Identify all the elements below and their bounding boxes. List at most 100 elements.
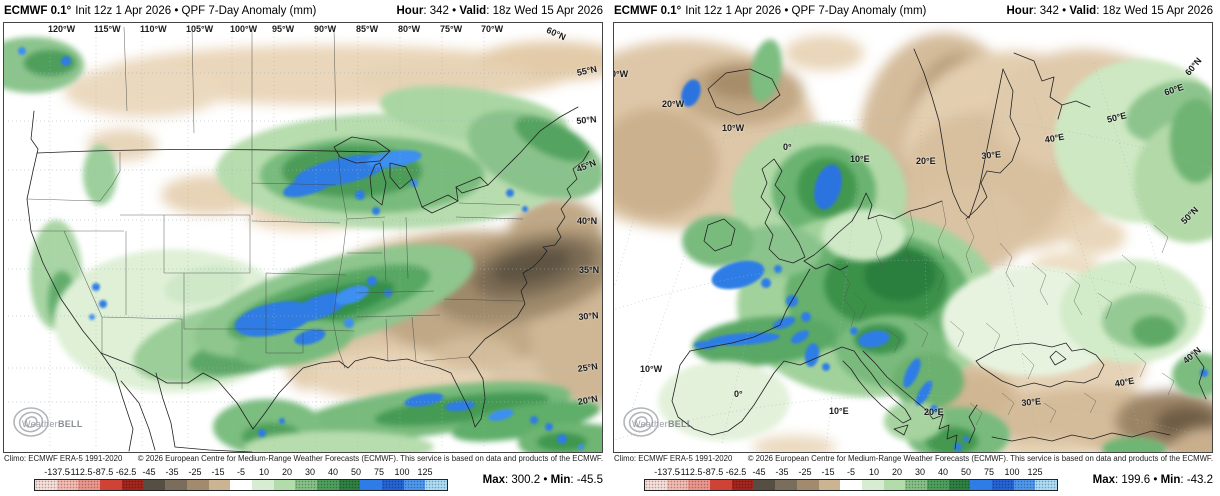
us-borders xyxy=(8,26,600,452)
colorbar-tick: 30 xyxy=(914,467,926,477)
colorbar-tick: -45 xyxy=(752,467,766,477)
sep: • xyxy=(540,474,551,486)
sep: : xyxy=(423,5,430,17)
colorbar-cell xyxy=(666,480,689,490)
colorbar-cell xyxy=(295,480,317,490)
europe-borders xyxy=(614,48,1212,450)
graticule-label: 10°W xyxy=(640,364,663,374)
colorbar-cell xyxy=(208,480,231,490)
colorbar-tick: 40 xyxy=(327,467,339,477)
copyright-note: © 2026 European Centre for Medium-Range … xyxy=(747,454,1213,463)
colorbar-tick: -15 xyxy=(821,467,835,477)
valid-label: Valid xyxy=(459,5,487,17)
min-value: -43.2 xyxy=(1186,474,1213,486)
colorbar-tick: -45 xyxy=(142,467,156,477)
wordmark-light: Weather xyxy=(632,419,668,429)
colorbar-tick: 20 xyxy=(891,467,903,477)
init-info: Init 12z 1 Apr 2026 • QPF 7-Day Anomaly … xyxy=(75,5,317,17)
colorbar-cell xyxy=(360,480,382,490)
valid-value: 18z Wed 15 Apr 2026 xyxy=(1102,5,1213,17)
graticule-label: 20°E xyxy=(924,407,944,417)
colorbar-tick: 30 xyxy=(304,467,316,477)
colorbar-cell xyxy=(35,480,57,490)
graticule-label: 80°W xyxy=(398,24,421,34)
colorbar-cell xyxy=(992,480,1014,490)
colorbar-ticks: -137.5 -112.5 -87.5 -62.5 -45 -35 -25 -15 -5 10 20… xyxy=(34,467,448,478)
colorbar-tick: -112.5 xyxy=(677,467,703,477)
colorbar-tick: 75 xyxy=(373,467,385,477)
sep: • xyxy=(1058,5,1070,17)
us-anomaly-field xyxy=(4,37,602,452)
min-label: Min xyxy=(1160,474,1181,486)
colorbar-cell xyxy=(316,480,339,490)
us-graticule-labels: 120°W 115°W 110°W 105°W 100°W 95°W 90°W 85°W 80°… xyxy=(4,23,602,452)
colorbar-cells xyxy=(644,479,1058,491)
graticule-label: 45°N xyxy=(575,157,598,175)
valid-time: Hour: 342 • Valid: 18z Wed 15 Apr 2026 xyxy=(1007,5,1214,17)
colorbar-cell xyxy=(121,480,144,490)
graticule-label: 60°N xyxy=(1183,55,1204,78)
graticule-label: 105°W xyxy=(186,24,214,34)
weatherbell-wordmark: WeatherBELL xyxy=(632,419,693,429)
colorbar-tick: 10 xyxy=(258,467,270,477)
us-meta-line: Climo: ECMWF ERA-5 1991-2020 © 2026 Euro… xyxy=(4,454,603,463)
wordmark-light: Weather xyxy=(22,419,58,429)
colorbar-tick: -137.5 xyxy=(654,467,680,477)
panel-europe: ECMWF 0.1° Init 12z 1 Apr 2026 • QPF 7-Da… xyxy=(610,0,1220,496)
graticule-label: 10°E xyxy=(850,154,870,164)
colorbar-tick: 125 xyxy=(1027,467,1043,477)
graticule-label: 30°E xyxy=(1021,396,1042,408)
europe-graticule-labels: 30°W 20°W 10°W 0° 10°E 20°E 30°E 40°E 50°E 60°E 60… xyxy=(614,23,1212,452)
colorbar: -137.5 -112.5 -87.5 -62.5 -45 -35 -25 -15 -5 10 20… xyxy=(34,467,448,493)
colorbar-tick: 20 xyxy=(281,467,293,477)
colorbar-cell xyxy=(970,480,992,490)
colorbar-tick: 50 xyxy=(960,467,972,477)
sep: : xyxy=(1180,474,1187,486)
colorbar-tick: -137.5 xyxy=(44,467,70,477)
graticule-label: 60°E xyxy=(1163,81,1185,98)
colorbar-tick: 100 xyxy=(394,467,410,477)
copyright-note: © 2026 European Centre for Medium-Range … xyxy=(137,454,603,463)
colorbar-cell xyxy=(818,480,841,490)
panel-europe-header: ECMWF 0.1° Init 12z 1 Apr 2026 • QPF 7-Da… xyxy=(614,0,1213,22)
graticule-label: 40°N xyxy=(1181,345,1203,366)
wordmark-bold: BELL xyxy=(57,419,83,429)
colorbar-cell xyxy=(100,480,122,490)
graticule-label: 75°W xyxy=(440,24,463,34)
graticule-label: 50°N xyxy=(576,114,597,126)
graticule-label: 40°E xyxy=(1114,375,1136,389)
wordmark-bold: BELL xyxy=(667,419,693,429)
panel-us: ECMWF 0.1° Init 12z 1 Apr 2026 • QPF 7-Da… xyxy=(3,5,603,493)
europe-max-min: Max: 199.6 • Min: -43.2 xyxy=(1093,474,1213,486)
colorbar-cell xyxy=(251,480,274,490)
min-label: Min xyxy=(550,474,571,486)
colorbar-ticks: -137.5 -112.5 -87.5 -62.5 -45 -35 -25 -15 -5 10 20… xyxy=(644,467,1058,478)
graticule-label: 0° xyxy=(783,142,792,152)
colorbar-tick: -35 xyxy=(775,467,789,477)
colorbar-tick: -87.5 xyxy=(702,467,724,477)
colorbar-cell xyxy=(775,480,797,490)
colorbar-tick: 10 xyxy=(868,467,880,477)
colorbar-cell xyxy=(753,480,776,490)
europe-colorbar-row: -137.5 -112.5 -87.5 -62.5 -45 -35 -25 -15 -5 10 20… xyxy=(614,467,1213,496)
hour-value: 342 xyxy=(429,5,449,17)
sep: • xyxy=(448,5,460,17)
model-name: ECMWF 0.1° xyxy=(614,5,682,17)
graticule-label: 30°N xyxy=(578,310,599,322)
weatherbell-swirl-icon xyxy=(623,407,659,437)
graticule-label: 40°E xyxy=(1044,131,1066,145)
graticule-label: 35°N xyxy=(579,265,600,275)
colorbar-tick: 50 xyxy=(350,467,362,477)
colorbar-tick: -87.5 xyxy=(92,467,114,477)
colorbar-cell xyxy=(645,480,667,490)
europe-meta-line: Climo: ECMWF ERA-5 1991-2020 © 2026 Euro… xyxy=(614,454,1213,463)
weatherbell-swirl-icon xyxy=(13,407,49,437)
climo-note: Climo: ECMWF ERA-5 1991-2020 xyxy=(4,454,123,463)
init-info: Init 12z 1 Apr 2026 • QPF 7-Day Anomaly … xyxy=(685,5,927,17)
weatherbell-watermark: WeatherBELL xyxy=(620,400,698,448)
colorbar-tick: 75 xyxy=(983,467,995,477)
graticule-label: 20°W xyxy=(662,99,685,109)
colorbar-tick: -62.5 xyxy=(115,467,137,477)
colorbar-cell xyxy=(186,480,209,490)
graticule-label: 110°W xyxy=(140,24,167,34)
